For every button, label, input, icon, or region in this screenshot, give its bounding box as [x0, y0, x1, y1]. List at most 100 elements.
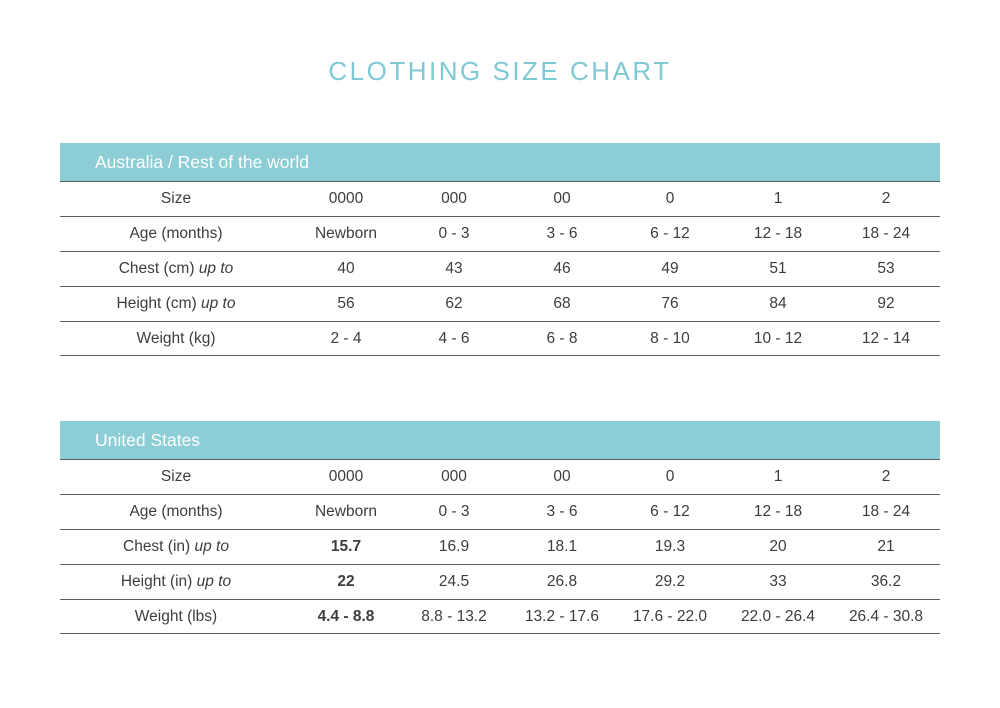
value-cell: 1: [773, 468, 783, 485]
value-cell: 0: [665, 190, 675, 207]
value-cell: 17.6 - 22.0: [632, 607, 708, 625]
value-cell: 0000: [328, 468, 364, 485]
value-cell: 19.3: [654, 538, 686, 555]
value-cell: 26.8: [546, 573, 578, 590]
row-label-text: Weight (lbs): [134, 607, 218, 625]
value-cell: 16.9: [438, 538, 470, 555]
row-label: Chest (in) up to: [60, 538, 292, 556]
value-cell: 51: [769, 260, 787, 277]
value-cell: 84: [769, 295, 787, 312]
value-cell: 18.1: [546, 538, 578, 555]
row-label-text: Height (cm): [116, 295, 197, 312]
table-row-age-months: Age (months) Newborn 0 - 3 3 - 6 6 - 12 12 - …: [60, 216, 940, 251]
value-cell: 56: [337, 295, 355, 312]
row-label-qualifier: up to: [198, 260, 234, 277]
value-cell: 0: [665, 468, 675, 485]
value-cell: 92: [877, 295, 895, 312]
value-cell: 2: [881, 468, 891, 485]
value-cell: 8.8 - 13.2: [421, 607, 487, 625]
value-cell: 10 - 12: [753, 329, 803, 347]
table-region-title: Australia / Rest of the world: [95, 151, 309, 172]
size-table-australia-rest-of-the-world: Australia / Rest of the world Size 0000 000…: [60, 143, 940, 356]
table-region-header: Australia / Rest of the world: [60, 143, 940, 181]
row-label: Chest (cm) up to: [60, 260, 292, 278]
page-title: CLOTHING SIZE CHART: [328, 56, 672, 86]
value-cell: 12 - 14: [861, 329, 911, 347]
value-cell: 13.2 - 17.6: [524, 607, 600, 625]
value-cell: 4.4 - 8.8: [317, 607, 375, 625]
row-label: Size: [60, 468, 292, 486]
table-row-age-months: Age (months) Newborn 0 - 3 3 - 6 6 - 12 12 - …: [60, 494, 940, 529]
value-cell: 22.0 - 26.4: [740, 607, 816, 625]
value-cell: 4 - 6: [438, 329, 470, 347]
value-cell: 18 - 24: [861, 225, 911, 242]
value-cell: 3 - 6: [546, 225, 578, 242]
value-cell: 22: [337, 573, 355, 590]
value-cell: 12 - 18: [753, 503, 803, 520]
row-label-text: Size: [160, 190, 192, 207]
value-cell: 0000: [328, 190, 364, 207]
value-cell: 000: [441, 468, 467, 485]
table-row-chest-in: Chest (in) up to 15.7 16.9 18.1 19.3 20 21: [60, 529, 940, 564]
value-cell: 24.5: [438, 573, 470, 590]
row-label: Age (months): [60, 225, 292, 243]
value-cell: 6 - 12: [650, 503, 690, 520]
table-region-title: United States: [95, 429, 201, 450]
value-cell: 26.4 - 30.8: [848, 607, 924, 625]
row-label: Age (months): [60, 503, 292, 521]
value-cell: 6 - 12: [650, 225, 690, 242]
row-label-text: Chest (cm): [118, 260, 195, 277]
row-label-text: Weight (kg): [136, 329, 216, 347]
row-label-text: Chest (in): [123, 538, 191, 555]
row-label-text: Age (months): [129, 225, 223, 242]
value-cell: 43: [445, 260, 463, 277]
value-cell: 12 - 18: [753, 225, 803, 242]
size-table-united-states: United States Size 0000 000 00 0 1 2 Age (months…: [60, 421, 940, 634]
row-label-text: Age (months): [129, 503, 223, 520]
value-cell: 1: [773, 190, 783, 207]
row-label: Height (in) up to: [60, 573, 292, 591]
value-cell: 40: [337, 260, 355, 277]
row-label-text: Size: [160, 468, 192, 485]
table-row-height-cm: Height (cm) up to 56 62 68 76 84 92: [60, 286, 940, 321]
table-row-size: Size 0000 000 00 0 1 2: [60, 181, 940, 216]
table-row-size: Size 0000 000 00 0 1 2: [60, 459, 940, 494]
value-cell: 3 - 6: [546, 503, 578, 520]
row-label-qualifier: up to: [200, 295, 236, 312]
value-cell: 36.2: [870, 573, 902, 590]
value-cell: 46: [553, 260, 571, 277]
table-region-header: United States: [60, 421, 940, 459]
value-cell: 62: [445, 295, 463, 312]
value-cell: 15.7: [330, 538, 362, 555]
value-cell: 2 - 4: [330, 329, 362, 347]
value-cell: 18 - 24: [861, 503, 911, 520]
value-cell: 33: [769, 573, 787, 590]
value-cell: 53: [877, 260, 895, 277]
row-label: Height (cm) up to: [60, 295, 292, 313]
value-cell: 0 - 3: [438, 503, 470, 520]
tables-host: Australia / Rest of the world Size 0000 000…: [60, 143, 940, 634]
value-cell: 20: [769, 538, 787, 555]
value-cell: 00: [553, 468, 571, 485]
table-row-weight-lbs: Weight (lbs) 4.4 - 8.8 8.8 - 13.2 13.2 - 17…: [60, 599, 940, 634]
value-cell: 8 - 10: [650, 329, 690, 347]
value-cell: 49: [661, 260, 679, 277]
row-label: Weight (lbs): [60, 608, 292, 626]
value-cell: 0 - 3: [438, 225, 470, 242]
value-cell: 000: [441, 190, 467, 207]
value-cell: 6 - 8: [546, 329, 578, 347]
value-cell: Newborn: [314, 225, 378, 242]
value-cell: 76: [661, 295, 679, 312]
row-label-text: Height (in): [120, 573, 193, 590]
row-label-qualifier: up to: [194, 538, 229, 555]
row-label-qualifier: up to: [196, 573, 232, 590]
table-row-weight-kg: Weight (kg) 2 - 4 4 - 6 6 - 8 8 - 10 10 - 12 1…: [60, 321, 940, 356]
value-cell: 68: [553, 295, 571, 312]
row-label: Weight (kg): [60, 330, 292, 348]
table-row-height-in: Height (in) up to 22 24.5 26.8 29.2 33 36.2: [60, 564, 940, 599]
value-cell: 00: [553, 190, 571, 207]
value-cell: Newborn: [314, 503, 378, 520]
value-cell: 21: [877, 538, 895, 555]
table-row-chest-cm: Chest (cm) up to 40 43 46 49 51 53: [60, 251, 940, 286]
